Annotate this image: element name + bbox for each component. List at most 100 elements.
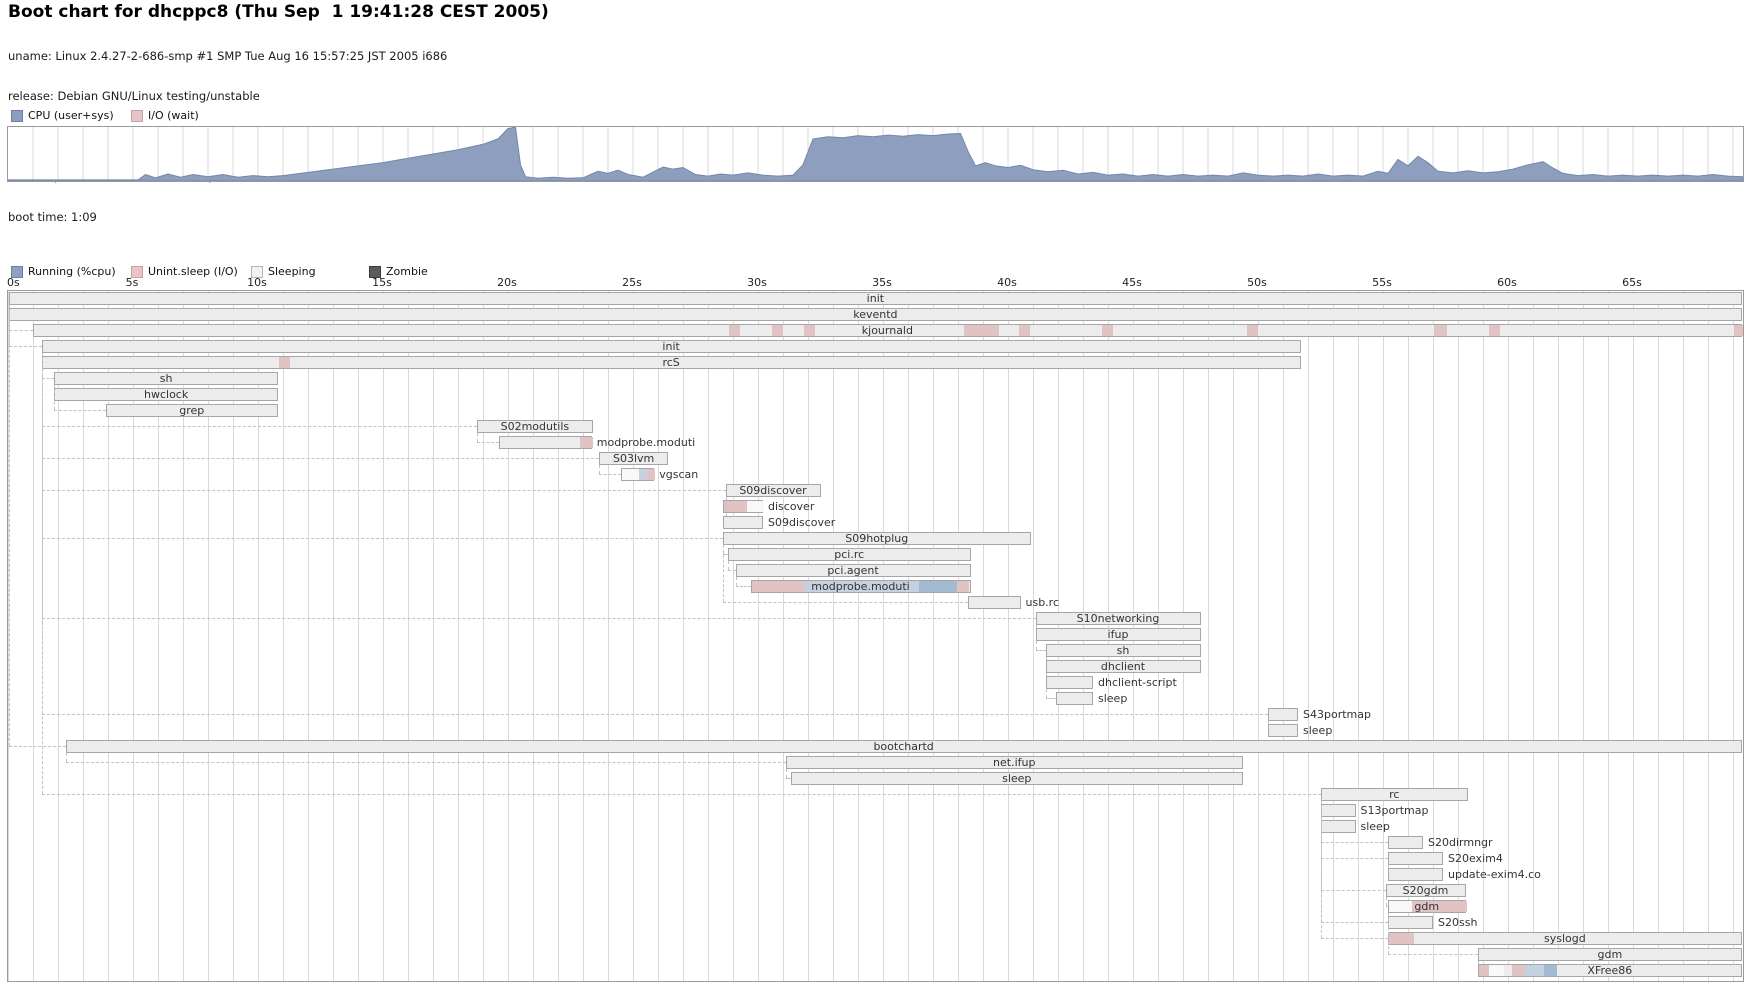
dependency-connector <box>1320 801 1322 938</box>
dependency-connector <box>599 474 621 475</box>
info-release: release: Debian GNU/Linux testing/unstab… <box>8 89 260 104</box>
axis-tick-label: 55s <box>1372 276 1392 289</box>
process-label: rcS <box>662 356 680 369</box>
axis-tick-label: 10s <box>247 276 267 289</box>
sleeping-segment <box>1389 901 1412 912</box>
process-bar <box>599 452 668 465</box>
io-wait-segment <box>956 581 969 592</box>
running-light-segment <box>639 469 647 480</box>
legend-label: Unint.sleep (I/O) <box>148 265 238 278</box>
dependency-connector <box>1035 650 1046 651</box>
process-label: discover <box>768 500 815 513</box>
dependency-connector <box>728 561 729 570</box>
process-label: modprobe.moduti <box>596 436 696 449</box>
dependency-connector <box>41 378 55 379</box>
legend-swatch-icon <box>11 109 23 122</box>
process-label: sh <box>159 372 173 385</box>
axis-tick-label: 30s <box>747 276 767 289</box>
process-label: syslogd <box>1544 932 1586 945</box>
process-label: dhclient <box>1100 660 1146 673</box>
running-segment <box>919 581 957 592</box>
io-wait-segment <box>1434 325 1447 336</box>
process-label: gdm <box>1414 900 1440 913</box>
dependency-connector <box>9 305 10 746</box>
axis-tick-label: 50s <box>1247 276 1267 289</box>
proc-legend-item: Running (%cpu) <box>11 265 116 278</box>
dependency-connector <box>785 769 787 778</box>
process-bar <box>1388 900 1467 913</box>
process-bar <box>33 324 1743 337</box>
legend-label: Running (%cpu) <box>28 265 116 278</box>
process-bar <box>1268 708 1298 721</box>
process-label: S13portmap <box>1360 804 1429 817</box>
process-bar <box>1035 612 1201 625</box>
dependency-connector <box>1320 842 1388 843</box>
dependency-connector <box>476 433 478 442</box>
process-bar <box>735 564 971 577</box>
process-bar <box>1478 948 1742 961</box>
process-bar <box>9 292 1742 305</box>
dependency-connector <box>1320 858 1388 859</box>
process-label: S20ssh <box>1438 916 1478 929</box>
process-bar <box>105 404 278 417</box>
process-gantt-chart: init keventd kjournald init rcS sh hwclock grep… <box>7 290 1744 982</box>
legend-label: Zombie <box>386 265 428 278</box>
dependency-connector <box>41 426 477 427</box>
io-wait-segment <box>771 325 783 336</box>
io-wait-segment <box>1389 933 1414 944</box>
io-wait-segment <box>729 325 741 336</box>
process-label: S09discover <box>768 516 836 529</box>
axis-tick-label: 45s <box>1122 276 1142 289</box>
axis-tick-label: 20s <box>497 276 517 289</box>
process-label: update-exim4.co <box>1448 868 1541 881</box>
time-axis: 0s 5s 10s 15s 20s 25s 30s 35s 40s 45s 50s 55s 60s 65s <box>0 276 1752 289</box>
legend-swatch-icon <box>369 265 381 278</box>
process-bar <box>1320 788 1468 801</box>
sleeping-segment <box>746 501 764 512</box>
process-label: S20gdm <box>1402 884 1449 897</box>
process-bar <box>1045 660 1201 673</box>
dependency-connector <box>1320 922 1388 923</box>
dependency-connector <box>1045 698 1056 699</box>
io-wait-segment <box>1101 325 1113 336</box>
axis-tick-label: 60s <box>1497 276 1517 289</box>
process-label: modprobe.moduti <box>811 580 910 593</box>
dependency-connector <box>9 330 33 331</box>
info-boot-time: boot time: 1:09 <box>8 209 97 224</box>
process-bar <box>1320 820 1356 833</box>
proc-legend-item: Unint.sleep (I/O) <box>131 265 238 278</box>
process-label: ifup <box>1107 628 1129 641</box>
process-label: S20exim4 <box>1448 852 1503 865</box>
process-label: init <box>866 292 885 305</box>
dependency-connector <box>1320 938 1388 939</box>
process-bar <box>1478 964 1742 977</box>
dependency-connector <box>65 753 67 762</box>
process-label: grep <box>179 404 205 417</box>
process-bar <box>750 580 971 593</box>
process-label: S03lvm <box>612 452 655 465</box>
process-bar <box>1035 628 1201 641</box>
process-label: S09discover <box>739 484 807 497</box>
io-wait-segment <box>1489 325 1501 336</box>
running-light-segment <box>1524 965 1544 976</box>
sleeping-segment <box>1489 965 1504 976</box>
process-label: init <box>662 340 680 353</box>
dependency-connector <box>1388 954 1478 955</box>
process-label: bootchartd <box>873 740 934 753</box>
process-bar <box>1388 932 1742 945</box>
axis-tick-label: 35s <box>872 276 892 289</box>
legend-swatch-icon <box>131 265 143 278</box>
dependency-connector <box>1035 641 1037 650</box>
process-label: hwclock <box>144 388 189 401</box>
dependency-connector <box>54 385 56 410</box>
dependency-connector <box>9 346 42 347</box>
process-label: pci.agent <box>827 564 879 577</box>
process-label: vgscan <box>659 468 699 481</box>
proc-legend-item: Sleeping <box>251 265 316 278</box>
process-label: net.ifup <box>993 756 1036 769</box>
process-bar <box>725 484 821 497</box>
proc-legend-item: Zombie <box>369 265 428 278</box>
legend-label: CPU (user+sys) <box>28 109 114 122</box>
process-bar <box>785 756 1243 769</box>
